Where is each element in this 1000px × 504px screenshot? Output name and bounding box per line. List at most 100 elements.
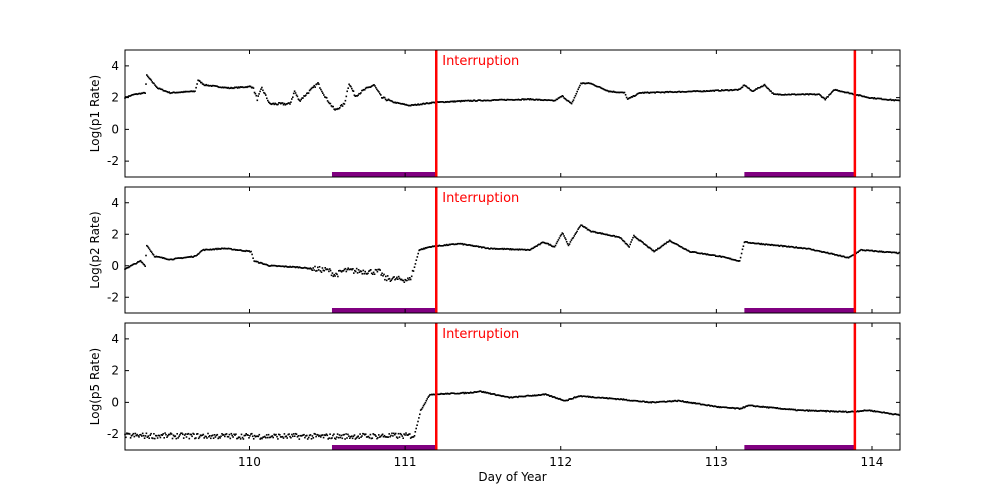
data-point (684, 248, 687, 250)
data-point (661, 91, 664, 93)
data-point (729, 89, 732, 91)
data-point (882, 411, 884, 414)
data-point (499, 98, 502, 101)
data-point (896, 99, 898, 102)
data-point (389, 435, 391, 438)
data-point (207, 84, 209, 87)
data-point (239, 86, 242, 88)
data-point (677, 244, 679, 246)
data-point (711, 89, 714, 92)
data-point (308, 89, 311, 92)
data-point (868, 97, 870, 99)
data-point (761, 85, 764, 88)
data-point (278, 433, 280, 436)
data-point (823, 97, 826, 100)
data-point (621, 91, 624, 94)
data-point (590, 396, 593, 399)
data-point (481, 391, 484, 393)
data-point (390, 279, 393, 281)
data-point (572, 397, 574, 400)
data-point (265, 94, 267, 96)
data-point (620, 398, 622, 400)
data-point (255, 94, 258, 97)
data-point (497, 99, 499, 101)
data-point (845, 91, 848, 94)
data-point (339, 107, 341, 109)
data-point (334, 438, 337, 440)
data-point (457, 242, 460, 245)
data-point (263, 436, 265, 438)
data-point (624, 242, 627, 245)
data-point (677, 399, 679, 402)
data-point (260, 262, 263, 264)
data-point (798, 93, 801, 96)
data-point (242, 438, 245, 440)
data-point (687, 90, 689, 93)
data-point (518, 248, 521, 250)
data-point (725, 89, 728, 91)
data-point (819, 409, 822, 412)
data-point (817, 93, 819, 95)
data-point (739, 87, 742, 90)
data-point (705, 404, 708, 407)
data-point (781, 408, 783, 410)
data-point (526, 394, 529, 397)
data-point (743, 406, 746, 409)
data-point (862, 249, 864, 252)
data-point (658, 247, 661, 249)
data-point (456, 242, 459, 245)
data-point (461, 242, 464, 245)
data-point (568, 100, 570, 103)
data-point (447, 393, 450, 395)
data-point (737, 89, 739, 91)
data-point (552, 396, 555, 398)
data-point (208, 85, 210, 87)
data-point (334, 437, 336, 440)
data-point (440, 392, 442, 395)
data-point (703, 253, 705, 255)
data-point (833, 253, 835, 255)
data-point (407, 434, 409, 436)
data-point (895, 99, 897, 101)
data-point (683, 248, 686, 250)
data-point (468, 99, 470, 102)
data-point (803, 247, 805, 249)
data-point (138, 436, 140, 438)
data-point (305, 435, 307, 437)
data-point (859, 410, 862, 412)
data-point (361, 435, 363, 437)
data-point (210, 84, 212, 87)
data-point (416, 424, 418, 426)
data-point (320, 434, 323, 437)
data-point (159, 436, 162, 439)
data-point (763, 83, 766, 86)
data-point (408, 433, 410, 436)
data-point (503, 247, 505, 250)
data-point (566, 243, 569, 245)
data-point (295, 94, 298, 96)
data-point (322, 92, 324, 94)
data-point (155, 435, 158, 437)
data-point (711, 405, 713, 407)
data-point (701, 252, 703, 254)
data-point (462, 391, 465, 394)
data-point (222, 434, 224, 436)
data-point (402, 279, 405, 282)
data-point (157, 87, 160, 90)
data-point (634, 235, 636, 238)
data-point (221, 247, 223, 250)
data-point (738, 88, 740, 91)
data-point (547, 242, 549, 245)
data-point (662, 400, 665, 403)
data-point (789, 408, 792, 411)
data-point (275, 433, 277, 436)
data-point (857, 251, 859, 253)
data-point (461, 391, 464, 394)
data-point (552, 100, 555, 102)
data-point (557, 239, 560, 241)
data-point (722, 406, 724, 408)
data-point (341, 270, 344, 272)
data-point (796, 93, 799, 96)
data-point (520, 99, 522, 101)
data-point (287, 433, 289, 436)
